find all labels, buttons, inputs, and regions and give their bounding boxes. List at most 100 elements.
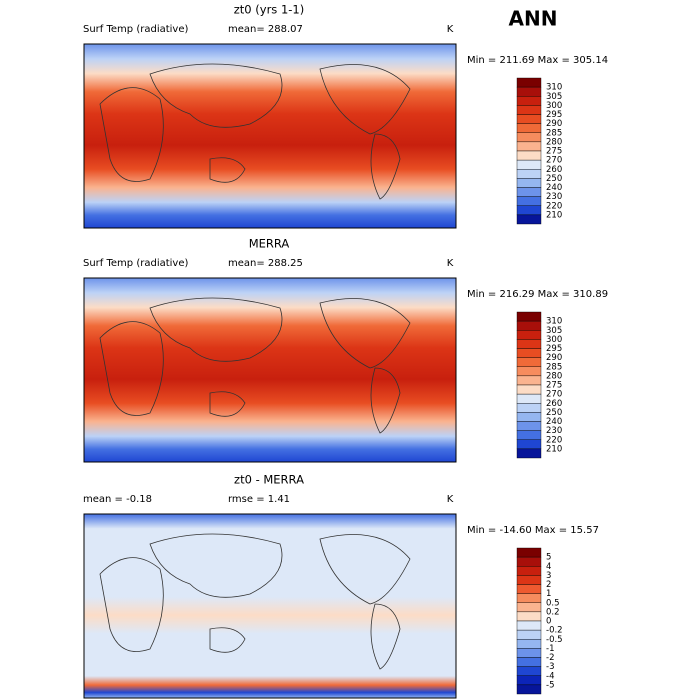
colorbar-box (516, 366, 542, 377)
colorbar-box (516, 141, 542, 152)
map (83, 277, 457, 463)
colorbar-box (516, 320, 542, 331)
colorbar-label: 295 (546, 110, 562, 120)
colorbar-label: -0.5 (546, 635, 563, 645)
colorbar-label: -0.2 (546, 626, 563, 636)
colorbar-box (516, 421, 542, 431)
colorbar-label: 280 (546, 371, 562, 381)
coastline (370, 603, 401, 670)
left-label: Surf Temp (radiative) (83, 24, 188, 35)
colorbar-box (516, 196, 542, 206)
colorbar-label: 230 (546, 192, 562, 202)
colorbar-box (516, 159, 542, 170)
colorbar-box (516, 169, 542, 179)
colorbar-label: 210 (546, 210, 562, 220)
coastline (99, 557, 164, 652)
colorbar-box (516, 214, 542, 225)
colorbar-label: 305 (546, 326, 562, 336)
panel-title: zt0 (yrs 1-1) (234, 3, 304, 17)
colorbar-box (516, 123, 542, 133)
colorbar-label: 250 (546, 408, 562, 418)
colorbar-box (516, 77, 542, 88)
coastline (319, 64, 411, 135)
panel-title: zt0 - MERRA (234, 473, 304, 487)
colorbar-label: 275 (546, 147, 562, 157)
colorbar-box (516, 439, 542, 450)
stat-label: mean= 288.25 (228, 258, 303, 269)
colorbar-label: 290 (546, 119, 562, 129)
colorbar-box (516, 357, 542, 367)
colorbar-label: 270 (546, 156, 562, 166)
colorbar-box (516, 114, 542, 124)
colorbar-label: 0 (546, 617, 551, 627)
colorbar-box (516, 584, 542, 594)
units: K (447, 494, 454, 505)
left-label: Surf Temp (radiative) (83, 258, 188, 269)
minmax: Min = 211.69 Max = 305.14 (467, 55, 608, 66)
colorbar-box (516, 403, 542, 413)
minmax: Min = -14.60 Max = 15.57 (467, 525, 599, 536)
colorbar-label: 300 (546, 101, 562, 111)
colorbar-label: 2 (546, 580, 551, 590)
colorbar-label: 4 (546, 562, 551, 572)
stat-label: mean= 288.07 (228, 24, 303, 35)
panel-title: MERRA (249, 237, 290, 251)
colorbar-label: 0.5 (546, 598, 560, 608)
colorbar-box (516, 639, 542, 649)
colorbar-box (516, 602, 542, 613)
colorbar-box (516, 393, 542, 404)
units: K (447, 258, 454, 269)
colorbar-label: -3 (546, 662, 554, 672)
colorbar-box (516, 330, 542, 340)
colorbar-box (516, 311, 542, 322)
coastline (149, 533, 283, 598)
colorbar-label: -2 (546, 653, 554, 663)
colorbar-label: 1 (546, 589, 551, 599)
coastline (99, 87, 164, 182)
colorbar-label: 210 (546, 444, 562, 454)
coastline (370, 133, 401, 200)
coastline (149, 297, 283, 362)
colorbar-box (516, 187, 542, 197)
colorbar-box (516, 657, 542, 667)
coastline (99, 321, 164, 416)
colorbar-box (516, 593, 542, 603)
colorbar-label: 220 (546, 435, 562, 445)
colorbar-box (516, 648, 542, 658)
colorbar-label: 3 (546, 571, 551, 581)
colorbar-label: 270 (546, 390, 562, 400)
coastline (370, 367, 401, 434)
colorbar-label: 260 (546, 165, 562, 175)
colorbar-box (516, 132, 542, 143)
colorbar-label: -1 (546, 644, 554, 654)
figure-title: ANN (509, 7, 558, 31)
colorbar-box (516, 547, 542, 558)
colorbar-label: 290 (546, 353, 562, 363)
colorbar-box (516, 684, 542, 695)
colorbar-label: 285 (546, 362, 562, 372)
colorbar-label: 260 (546, 399, 562, 409)
colorbar-box (516, 205, 542, 216)
stat-label: rmse = 1.41 (228, 494, 290, 505)
map (83, 513, 457, 699)
colorbar-label: 240 (546, 183, 562, 193)
colorbar-label: 305 (546, 92, 562, 102)
colorbar-label: 295 (546, 344, 562, 354)
colorbar-box (516, 575, 542, 585)
colorbar-label: 300 (546, 335, 562, 345)
colorbar-box (516, 86, 542, 97)
left-label: mean = -0.18 (83, 494, 152, 505)
colorbar-box (516, 105, 542, 115)
colorbar-label: -5 (546, 680, 554, 690)
colorbar-label: -4 (546, 671, 554, 681)
colorbar-label: 240 (546, 417, 562, 427)
coastline (209, 157, 246, 183)
units: K (447, 24, 454, 35)
colorbar-label: 250 (546, 174, 562, 184)
colorbar-box (516, 629, 542, 640)
colorbar-box (516, 620, 542, 631)
map (83, 43, 457, 229)
colorbar-box (516, 178, 542, 188)
colorbar-box (516, 375, 542, 386)
